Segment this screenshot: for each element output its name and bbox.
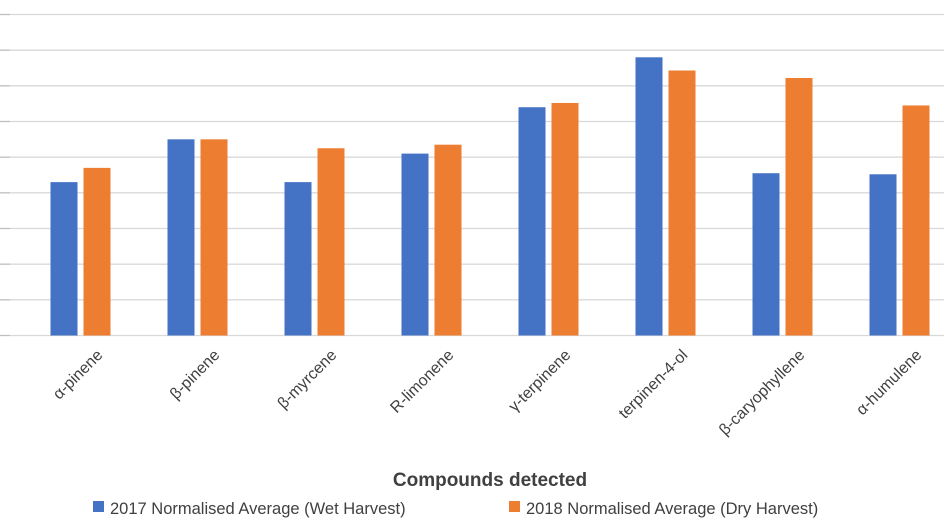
- bar-2017-7: [869, 174, 897, 336]
- bar-2017-5: [635, 57, 663, 336]
- legend-label-2018: 2018 Normalised Average (Dry Harvest): [526, 500, 818, 518]
- bar-2018-3: [434, 144, 462, 336]
- category-label: β-pinene: [167, 347, 223, 403]
- bar-2017-1: [167, 139, 195, 336]
- legend-swatch-2018: [509, 501, 520, 512]
- category-labels: α-pinene β-pinene β-myrcene R-limonene γ-ter…: [50, 347, 925, 439]
- category-label: terpinen-4-ol: [616, 347, 692, 423]
- bar-2018-6: [785, 77, 813, 336]
- legend: 2017 Normalised Average (Wet Harvest) 20…: [93, 500, 818, 518]
- category-label: γ-terpinene: [506, 347, 575, 416]
- bar-2017-4: [518, 107, 546, 336]
- bar-2018-2: [317, 148, 345, 336]
- bar-2018-0: [83, 167, 111, 336]
- bar-2017-2: [284, 182, 312, 336]
- bar-2018-7: [902, 105, 930, 336]
- category-label: α-pinene: [50, 347, 106, 403]
- category-label: β-caryophyllene: [716, 347, 808, 439]
- legend-label-2017: 2017 Normalised Average (Wet Harvest): [110, 500, 406, 518]
- category-label: R-limonene: [387, 347, 457, 417]
- category-label: α-humulene: [853, 347, 925, 419]
- bar-2018-1: [200, 139, 228, 336]
- bar-2017-6: [752, 173, 780, 336]
- bars: [50, 57, 930, 336]
- bar-2018-5: [668, 70, 696, 336]
- bar-2017-3: [401, 153, 429, 336]
- x-axis-title: Compounds detected: [393, 470, 587, 491]
- bar-2018-4: [551, 102, 579, 336]
- category-label: β-myrcene: [275, 347, 341, 413]
- bar-2017-0: [50, 182, 78, 336]
- legend-swatch-2017: [93, 501, 104, 512]
